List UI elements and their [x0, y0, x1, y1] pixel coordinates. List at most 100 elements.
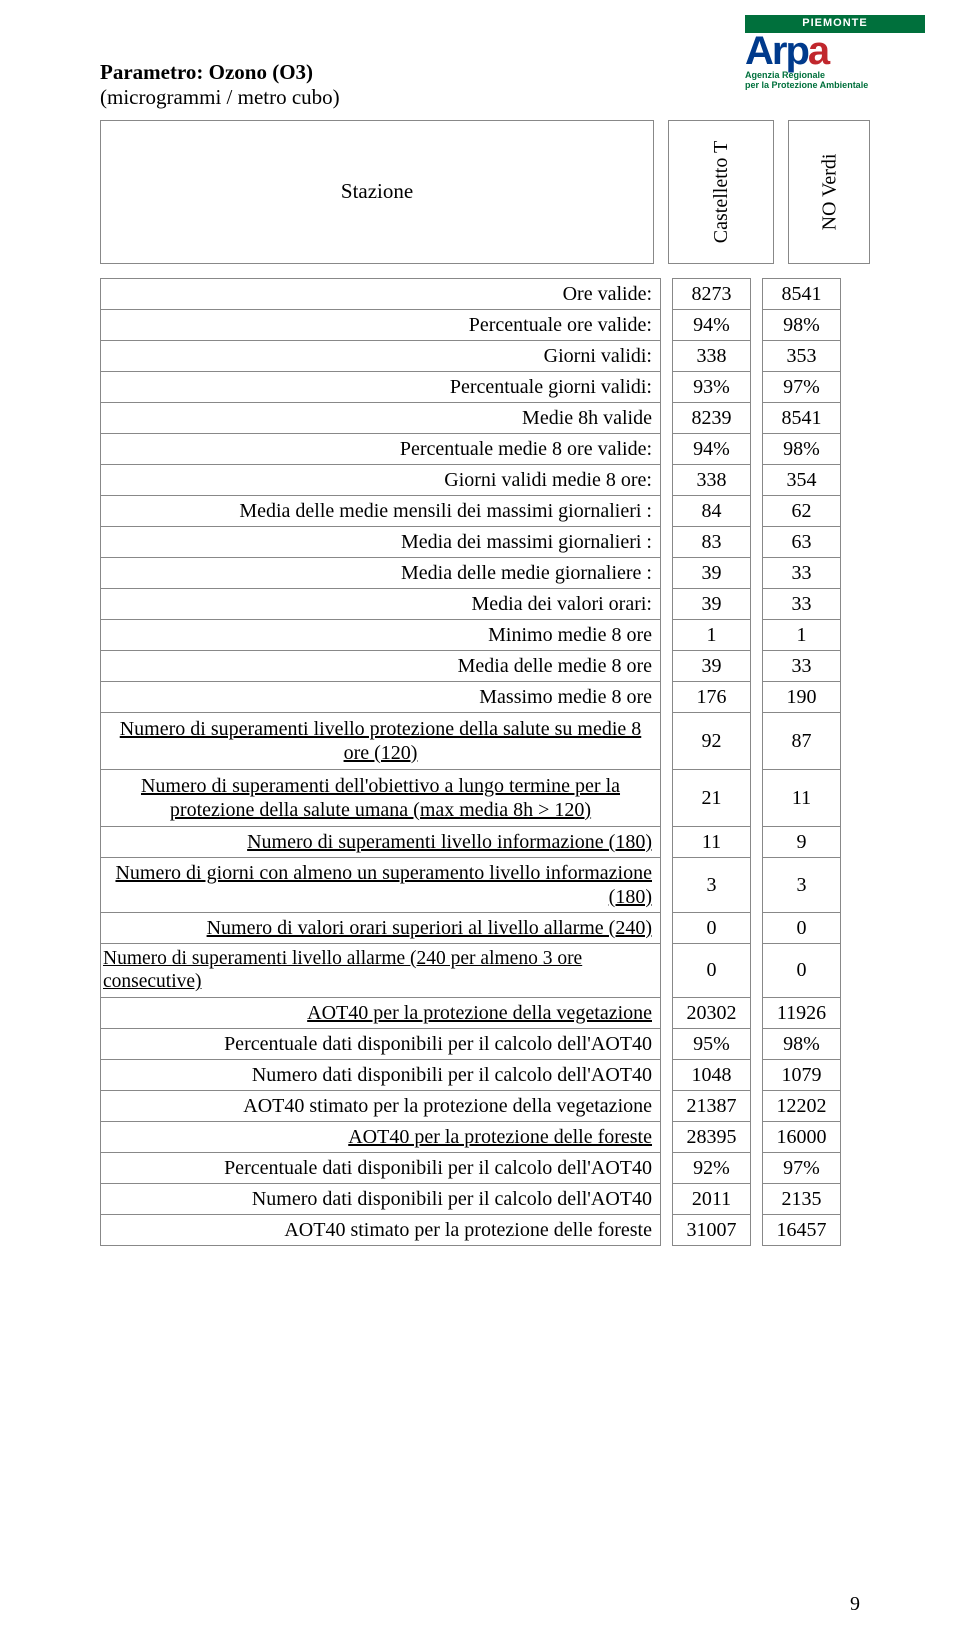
table-row: Percentuale giorni validi: 93% 97%: [101, 372, 841, 403]
row-label: Percentuale ore valide:: [101, 310, 661, 341]
table-row: Media dei massimi giornalieri : 83 63: [101, 527, 841, 558]
row-value-1: 338: [673, 465, 751, 496]
data-table: Ore valide: 8273 8541 Percentuale ore valid…: [100, 278, 841, 1246]
row-value-2: 97%: [763, 372, 841, 403]
row-label: Media delle medie giornaliere :: [101, 558, 661, 589]
row-label: Ore valide:: [101, 279, 661, 310]
row-label: Media delle medie 8 ore: [101, 651, 661, 682]
row-label-link[interactable]: Numero di superamenti dell'obiettivo a l…: [141, 775, 620, 821]
table-row: Numero di superamenti dell'obiettivo a l…: [101, 770, 841, 827]
table-row: Numero dati disponibili per il calcolo d…: [101, 1059, 841, 1090]
row-label[interactable]: Numero di valori orari superiori al live…: [101, 913, 661, 944]
row-value-1: 338: [673, 341, 751, 372]
table-row: Giorni validi medie 8 ore: 338 354: [101, 465, 841, 496]
row-label: Massimo medie 8 ore: [101, 682, 661, 713]
row-value-2: 354: [763, 465, 841, 496]
table-row: Media delle medie giornaliere :3933: [101, 558, 841, 589]
row-value-2: 63: [763, 527, 841, 558]
row-label: Medie 8h valide: [101, 403, 661, 434]
row-value-2: 16457: [763, 1214, 841, 1245]
column-header-2: NO Verdi: [789, 121, 870, 264]
row-label[interactable]: AOT40 per la protezione della vegetazion…: [101, 997, 661, 1028]
row-label[interactable]: Numero di superamenti dell'obiettivo a l…: [101, 770, 661, 827]
row-value-2: 33: [763, 651, 841, 682]
table-row: Numero di superamenti livello allarme (2…: [101, 944, 841, 998]
row-value-1: 11: [673, 827, 751, 858]
row-value-2: 2135: [763, 1183, 841, 1214]
row-value-2: 8541: [763, 279, 841, 310]
row-value-2: 98%: [763, 1028, 841, 1059]
row-value-1: 1: [673, 620, 751, 651]
row-value-2: 98%: [763, 434, 841, 465]
table-row: Percentuale medie 8 ore valide:94%98%: [101, 434, 841, 465]
table-row: Medie 8h valide82398541: [101, 403, 841, 434]
row-value-1: 8239: [673, 403, 751, 434]
row-value-2: 9: [763, 827, 841, 858]
row-label[interactable]: Numero di superamenti livello informazio…: [101, 827, 661, 858]
row-label-link[interactable]: Numero di valori orari superiori al live…: [207, 917, 652, 939]
row-value-2: 98%: [763, 310, 841, 341]
row-value-1: 39: [673, 589, 751, 620]
row-value-1: 0: [673, 913, 751, 944]
row-label: Percentuale dati disponibili per il calc…: [101, 1152, 661, 1183]
table-row: Media delle medie 8 ore 39 33: [101, 651, 841, 682]
row-value-1: 94%: [673, 310, 751, 341]
row-label: Numero dati disponibili per il calcolo d…: [101, 1059, 661, 1090]
table-row: Numero di superamenti livello protezione…: [101, 713, 841, 770]
row-label: AOT40 stimato per la protezione della ve…: [101, 1090, 661, 1121]
row-value-1: 83: [673, 527, 751, 558]
table-row: Percentuale dati disponibili per il calc…: [101, 1028, 841, 1059]
table-row: Percentuale dati disponibili per il calc…: [101, 1152, 841, 1183]
row-value-2: 0: [763, 913, 841, 944]
table-row: AOT40 per la protezione della vegetazion…: [101, 997, 841, 1028]
header-table: Stazione Castelletto T NO Verdi: [100, 120, 870, 264]
row-value-1: 8273: [673, 279, 751, 310]
logo-tagline: Agenzia Regionale per la Protezione Ambi…: [745, 71, 925, 91]
row-label: Media dei massimi giornalieri :: [101, 527, 661, 558]
row-value-2: 97%: [763, 1152, 841, 1183]
table-row: Numero di superamenti livello informazio…: [101, 827, 841, 858]
row-label-link[interactable]: AOT40 per la protezione della vegetazion…: [307, 1002, 652, 1024]
page: PIEMONTE Arpa Agenzia Regionale per la P…: [0, 0, 960, 1646]
row-label: Percentuale giorni validi:: [101, 372, 661, 403]
row-label: Giorni validi:: [101, 341, 661, 372]
row-value-1: 39: [673, 651, 751, 682]
row-value-1: 93%: [673, 372, 751, 403]
row-value-1: 176: [673, 682, 751, 713]
row-label[interactable]: Numero di superamenti livello protezione…: [101, 713, 661, 770]
logo-brand: Arpa: [745, 33, 828, 69]
row-value-2: 0: [763, 944, 841, 998]
row-label-link[interactable]: Numero di superamenti livello informazio…: [247, 831, 652, 853]
table-row: AOT40 per la protezione delle foreste 283…: [101, 1121, 841, 1152]
table-row: Numero dati disponibili per il calcolo d…: [101, 1183, 841, 1214]
row-label: Minimo medie 8 ore: [101, 620, 661, 651]
row-value-2: 33: [763, 589, 841, 620]
table-row: Numero di valori orari superiori al live…: [101, 913, 841, 944]
row-value-2: 190: [763, 682, 841, 713]
row-label[interactable]: Numero di giorni con almeno un superamen…: [101, 858, 661, 913]
row-value-1: 39: [673, 558, 751, 589]
row-label-link[interactable]: Numero di giorni con almeno un superamen…: [115, 862, 652, 908]
row-label-link[interactable]: Numero di superamenti livello protezione…: [120, 718, 642, 764]
table-row: Media dei valori orari: 39 33: [101, 589, 841, 620]
row-value-2: 16000: [763, 1121, 841, 1152]
row-value-2: 3: [763, 858, 841, 913]
row-label: Giorni validi medie 8 ore:: [101, 465, 661, 496]
row-label: Percentuale dati disponibili per il calc…: [101, 1028, 661, 1059]
row-value-1: 84: [673, 496, 751, 527]
row-label-link[interactable]: Numero di superamenti livello allarme (2…: [103, 948, 582, 992]
row-label: Media dei valori orari:: [101, 589, 661, 620]
row-value-1: 92%: [673, 1152, 751, 1183]
row-value-2: 353: [763, 341, 841, 372]
row-value-1: 28395: [673, 1121, 751, 1152]
arpa-logo: PIEMONTE Arpa Agenzia Regionale per la P…: [745, 15, 925, 91]
row-value-1: 1048: [673, 1059, 751, 1090]
row-label[interactable]: Numero di superamenti livello allarme (2…: [101, 944, 661, 998]
page-number: 9: [850, 1593, 860, 1616]
row-value-2: 1079: [763, 1059, 841, 1090]
row-label-link[interactable]: AOT40 per la protezione delle foreste: [348, 1126, 652, 1148]
column-header-1: Castelletto T: [668, 121, 773, 264]
row-label[interactable]: AOT40 per la protezione delle foreste: [101, 1121, 661, 1152]
row-label: Media delle medie mensili dei massimi gi…: [101, 496, 661, 527]
row-value-2: 1: [763, 620, 841, 651]
